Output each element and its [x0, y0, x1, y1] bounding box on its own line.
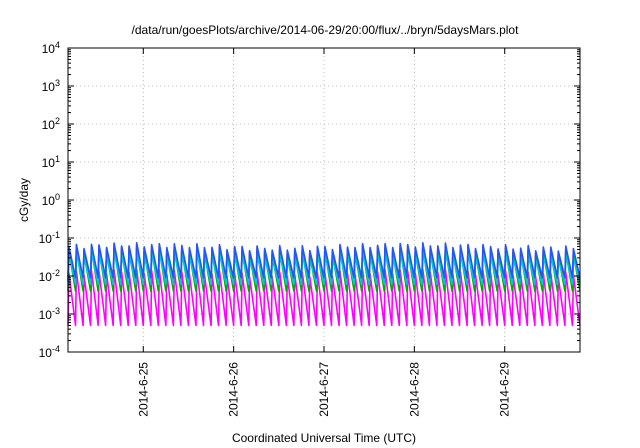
y-tick-base: 10 [39, 308, 53, 322]
y-tick-exponent: -4 [52, 344, 60, 354]
y-tick-base: 10 [39, 270, 53, 284]
y-tick-label: 102 [42, 116, 60, 132]
series-line [67, 242, 581, 279]
x-tick-label: 2014-6-28 [407, 362, 421, 417]
x-tick-label: 2014-6-26 [227, 362, 241, 417]
y-tick-exponent: -2 [52, 268, 60, 278]
series-group [67, 242, 581, 327]
y-tick-exponent: 2 [55, 116, 60, 126]
y-tick-base: 10 [42, 194, 56, 208]
y-tick-exponent: 3 [55, 78, 60, 88]
y-tick-label: 104 [42, 40, 60, 56]
y-tick-base: 10 [42, 42, 56, 56]
y-tick-exponent: -3 [52, 306, 60, 316]
y-tick-label: 10-2 [39, 268, 60, 284]
x-tick-label: 2014-6-29 [498, 362, 512, 417]
chart-title: /data/run/goesPlots/archive/2014-06-29/2… [132, 23, 520, 37]
x-axis-label: Coordinated Universal Time (UTC) [232, 431, 416, 445]
y-axis-label: cGy/day [17, 178, 31, 222]
y-tick-base: 10 [39, 232, 53, 246]
y-tick-label: 100 [42, 192, 60, 208]
y-tick-exponent: -1 [52, 230, 60, 240]
y-tick-exponent: 0 [55, 192, 60, 202]
x-tick-label: 2014-6-27 [317, 362, 331, 417]
y-tick-base: 10 [42, 118, 56, 132]
x-tick-label: 2014-6-25 [136, 362, 150, 417]
y-tick-base: 10 [42, 156, 56, 170]
y-tick-exponent: 1 [55, 154, 60, 164]
y-tick-base: 10 [39, 346, 53, 360]
y-tick-label: 103 [42, 78, 60, 94]
y-tick-label: 10-4 [39, 344, 60, 360]
axes: 10-410-310-210-11001011021031042014-6-25… [39, 40, 580, 417]
y-tick-label: 10-1 [39, 230, 60, 246]
y-tick-label: 10-3 [39, 306, 60, 322]
y-tick-base: 10 [42, 80, 56, 94]
y-tick-exponent: 4 [55, 40, 60, 50]
y-tick-label: 101 [42, 154, 60, 170]
